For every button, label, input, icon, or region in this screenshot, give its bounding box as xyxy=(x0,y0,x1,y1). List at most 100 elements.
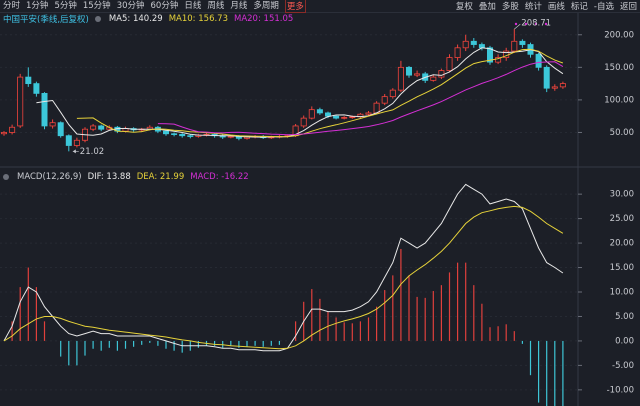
y-tick-label: 200.00 xyxy=(604,30,634,40)
candle-body xyxy=(535,53,542,68)
legend-entry: MA10: 156.73 xyxy=(168,14,228,24)
tool-button[interactable]: -自选 xyxy=(593,2,614,12)
candle-body xyxy=(430,76,437,81)
candle-body xyxy=(65,135,72,146)
tool-button[interactable]: 画线 xyxy=(547,2,565,12)
candle-body xyxy=(41,92,48,127)
candle-body xyxy=(98,125,105,130)
candle-body xyxy=(17,76,24,127)
tool-button[interactable]: 统计 xyxy=(524,2,542,12)
candle-body xyxy=(57,122,64,137)
candle-body xyxy=(389,89,396,98)
signal-dots xyxy=(514,22,548,26)
candle-body xyxy=(162,130,169,135)
candle-body xyxy=(9,126,16,133)
tool-button[interactable]: 标记 xyxy=(570,2,588,12)
candle-body xyxy=(462,40,469,49)
tool-button[interactable]: 叠加 xyxy=(478,2,496,12)
indicator-line xyxy=(157,61,564,136)
y-tick-label: 0.00 xyxy=(615,336,634,346)
toolbar: 分时 1分钟 5分钟 15分钟 30分钟 60分钟 日线 周线 月线 多周期 更多 复权 叠加 多股 统计… xyxy=(0,0,640,13)
legend-icon xyxy=(3,174,9,180)
period-tabs: 分时 1分钟 5分钟 15分钟 30分钟 60分钟 日线 周线 月线 多周期 更多 xyxy=(3,0,306,13)
tool-button[interactable]: 返回 xyxy=(619,2,637,12)
candle-body xyxy=(543,66,550,89)
y-tick-label: -5.00 xyxy=(612,361,634,371)
tool-button[interactable]: 复权 xyxy=(455,2,473,12)
candle-body xyxy=(73,139,80,146)
indicator-line xyxy=(3,183,564,352)
period-tab[interactable]: 5分钟 xyxy=(54,1,77,11)
indicator-line xyxy=(36,47,564,138)
candle-body xyxy=(446,57,453,71)
candle-body xyxy=(495,57,502,63)
period-tab[interactable]: 分时 xyxy=(3,1,21,11)
candle-body xyxy=(171,133,178,135)
candle-body xyxy=(0,132,7,135)
y-tick-label: 10.00 xyxy=(610,288,634,298)
period-tab[interactable]: 60分钟 xyxy=(150,1,179,11)
candle-body xyxy=(349,116,356,119)
candle-body xyxy=(365,112,372,115)
tool-button[interactable]: 多股 xyxy=(501,2,519,12)
y-tick-label: 15.00 xyxy=(610,263,634,273)
candle-body xyxy=(559,83,566,88)
legend-entry: DIF: 13.88 xyxy=(87,172,131,182)
candle-body xyxy=(414,73,421,76)
candle-body xyxy=(511,40,518,52)
candle-body xyxy=(300,117,307,127)
y-tick-label: 5.00 xyxy=(615,312,634,322)
candle-body xyxy=(33,83,40,94)
candle-body xyxy=(333,115,340,119)
macd-legend: MACD(12,26,9) DIF: 13.88 DEA: 21.99 MACD: -… xyxy=(0,171,640,183)
candle-body xyxy=(438,70,445,78)
annotation-arrowhead xyxy=(72,149,76,154)
candle-body xyxy=(341,117,348,119)
tool-buttons: 复权 叠加 多股 统计 画线 标记 -自选 返回 xyxy=(456,0,637,12)
period-tab[interactable]: 周线 xyxy=(207,1,225,11)
indicator-line xyxy=(76,48,564,138)
period-tab[interactable]: 多周期 xyxy=(253,1,279,11)
candle-body xyxy=(405,66,412,76)
candle-body xyxy=(308,109,315,119)
period-tab[interactable]: 30分钟 xyxy=(116,1,145,11)
y-tick-label: 150.00 xyxy=(604,63,634,73)
candle-body xyxy=(25,76,32,85)
high-label: 208.71 xyxy=(521,19,551,29)
candle-body xyxy=(227,135,234,138)
legend-icon xyxy=(94,16,101,22)
candle-body xyxy=(454,47,461,58)
period-tab[interactable]: 15分钟 xyxy=(82,1,111,11)
legend-entry: MA5: 140.29 xyxy=(108,14,163,24)
low-label: 21.02 xyxy=(80,147,104,157)
y-tick-label: 25.00 xyxy=(610,214,634,224)
period-tab[interactable]: 日线 xyxy=(184,1,202,11)
y-tick-label: 100.00 xyxy=(604,95,634,105)
price-legend: 中国平安(季线,后复权) MA5: 140.29 MA10: 156.73 MA20:… xyxy=(0,13,640,25)
candle-body xyxy=(486,47,493,63)
legend-entry: DEA: 21.99 xyxy=(136,172,185,182)
chart-title: MACD(12,26,9) xyxy=(17,172,82,182)
candle-body xyxy=(470,40,477,45)
candle-body xyxy=(49,122,56,127)
y-tick-label: 20.00 xyxy=(610,239,634,249)
period-tab[interactable]: 1分钟 xyxy=(26,1,49,11)
candle-body xyxy=(551,86,558,89)
y-tick-label: 50.00 xyxy=(610,128,634,138)
candle-body xyxy=(519,40,526,45)
candle-body xyxy=(324,112,331,117)
candle-body xyxy=(316,109,323,114)
legend-entry: MACD: -16.22 xyxy=(190,172,249,182)
candle-body xyxy=(187,135,194,137)
legend-entry: MA20: 151.05 xyxy=(234,14,294,24)
annotation-leader xyxy=(514,23,521,30)
candle-body xyxy=(90,125,97,130)
candle-body xyxy=(179,134,186,137)
y-tick-label: 30.00 xyxy=(610,190,634,200)
period-tab[interactable]: 更多 xyxy=(284,0,306,13)
period-tab[interactable]: 月线 xyxy=(230,1,248,11)
chart-title: 中国平安(季线,后复权) xyxy=(3,15,89,25)
